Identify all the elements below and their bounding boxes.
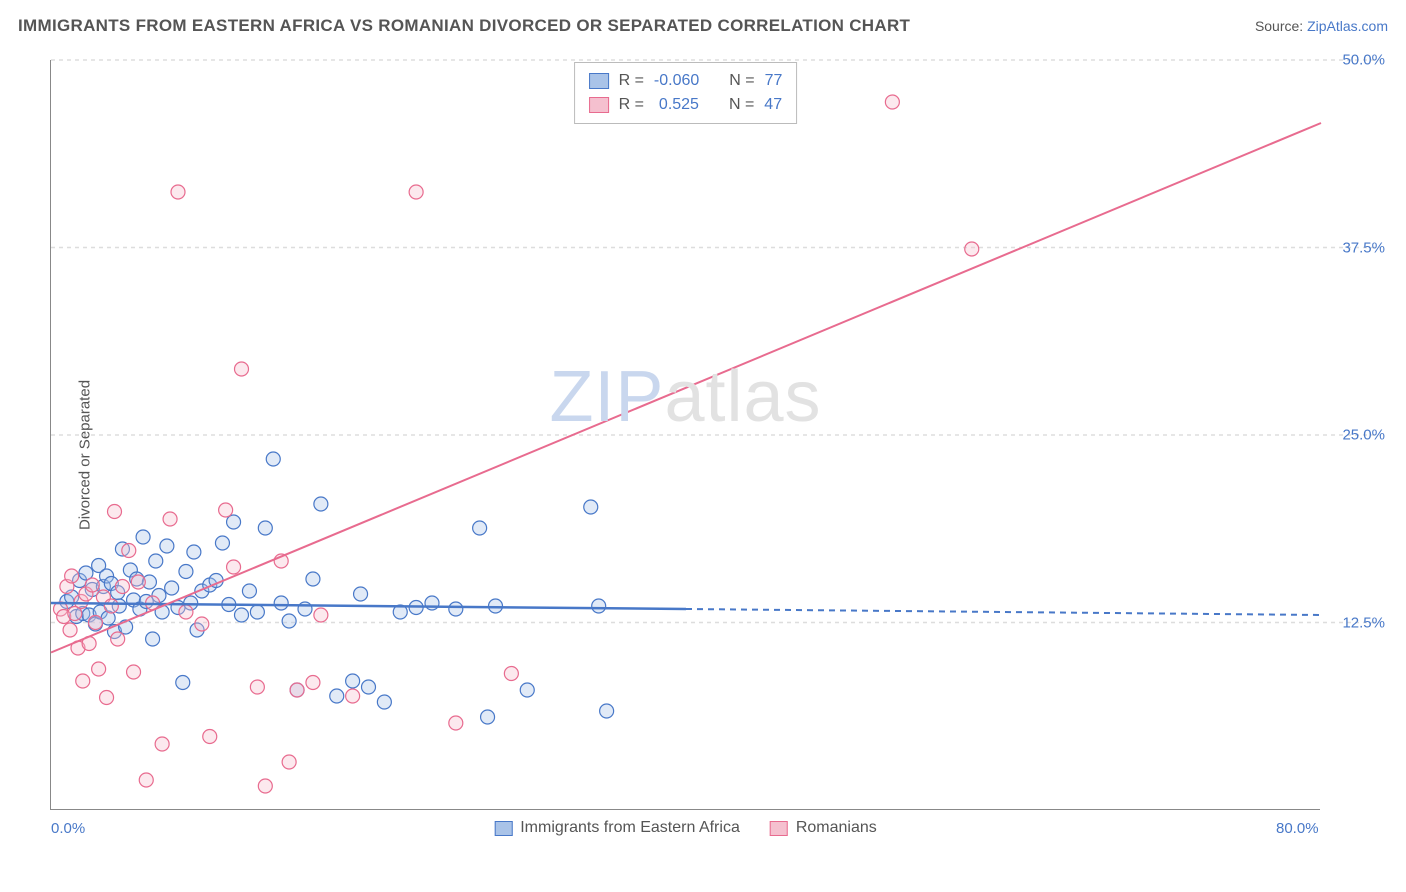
y-tick-label: 50.0% [1342, 52, 1385, 69]
source-link[interactable]: ZipAtlas.com [1307, 18, 1388, 34]
legend-r-value-1: -0.060 [654, 69, 699, 93]
legend-n-value-1: 77 [765, 69, 783, 93]
legend-r-label-1: R = [619, 69, 644, 93]
regression-line-extrapolated [686, 609, 1321, 615]
legend-correlation: R = -0.060 N = 77 R = 0.525 N = 47 [574, 62, 798, 124]
legend-series-swatch-2 [770, 821, 788, 836]
legend-series: Immigrants from Eastern Africa Romanians [494, 819, 877, 837]
chart-container: Divorced or Separated ZIPatlas R = -0.06… [50, 60, 1390, 850]
legend-swatch-2 [589, 97, 609, 113]
regression-layer [51, 60, 1320, 809]
legend-correlation-row-1: R = -0.060 N = 77 [589, 69, 783, 93]
legend-correlation-row-2: R = 0.525 N = 47 [589, 93, 783, 117]
legend-series-label-1: Immigrants from Eastern Africa [520, 819, 740, 837]
chart-title: IMMIGRANTS FROM EASTERN AFRICA VS ROMANI… [18, 16, 910, 36]
legend-series-item-2: Romanians [770, 819, 877, 837]
legend-n-label-2: N = [729, 93, 754, 117]
legend-series-swatch-1 [494, 821, 512, 836]
y-tick-label: 37.5% [1342, 239, 1385, 256]
legend-r-label-2: R = [619, 93, 644, 117]
x-tick-label: 80.0% [1276, 820, 1319, 837]
legend-swatch-1 [589, 73, 609, 89]
source-label: Source: ZipAtlas.com [1255, 18, 1388, 34]
legend-series-label-2: Romanians [796, 819, 877, 837]
regression-line [51, 603, 686, 609]
legend-r-value-2: 0.525 [659, 93, 699, 117]
plot-area: ZIPatlas R = -0.060 N = 77 R = 0.525 N =… [50, 60, 1320, 810]
y-tick-label: 12.5% [1342, 614, 1385, 631]
x-tick-label: 0.0% [51, 820, 85, 837]
legend-n-value-2: 47 [764, 93, 782, 117]
chart-header: IMMIGRANTS FROM EASTERN AFRICA VS ROMANI… [18, 16, 1388, 36]
regression-line [51, 123, 1321, 653]
legend-series-item-1: Immigrants from Eastern Africa [494, 819, 740, 837]
legend-n-label-1: N = [729, 69, 754, 93]
y-tick-label: 25.0% [1342, 427, 1385, 444]
source-prefix: Source: [1255, 18, 1307, 34]
